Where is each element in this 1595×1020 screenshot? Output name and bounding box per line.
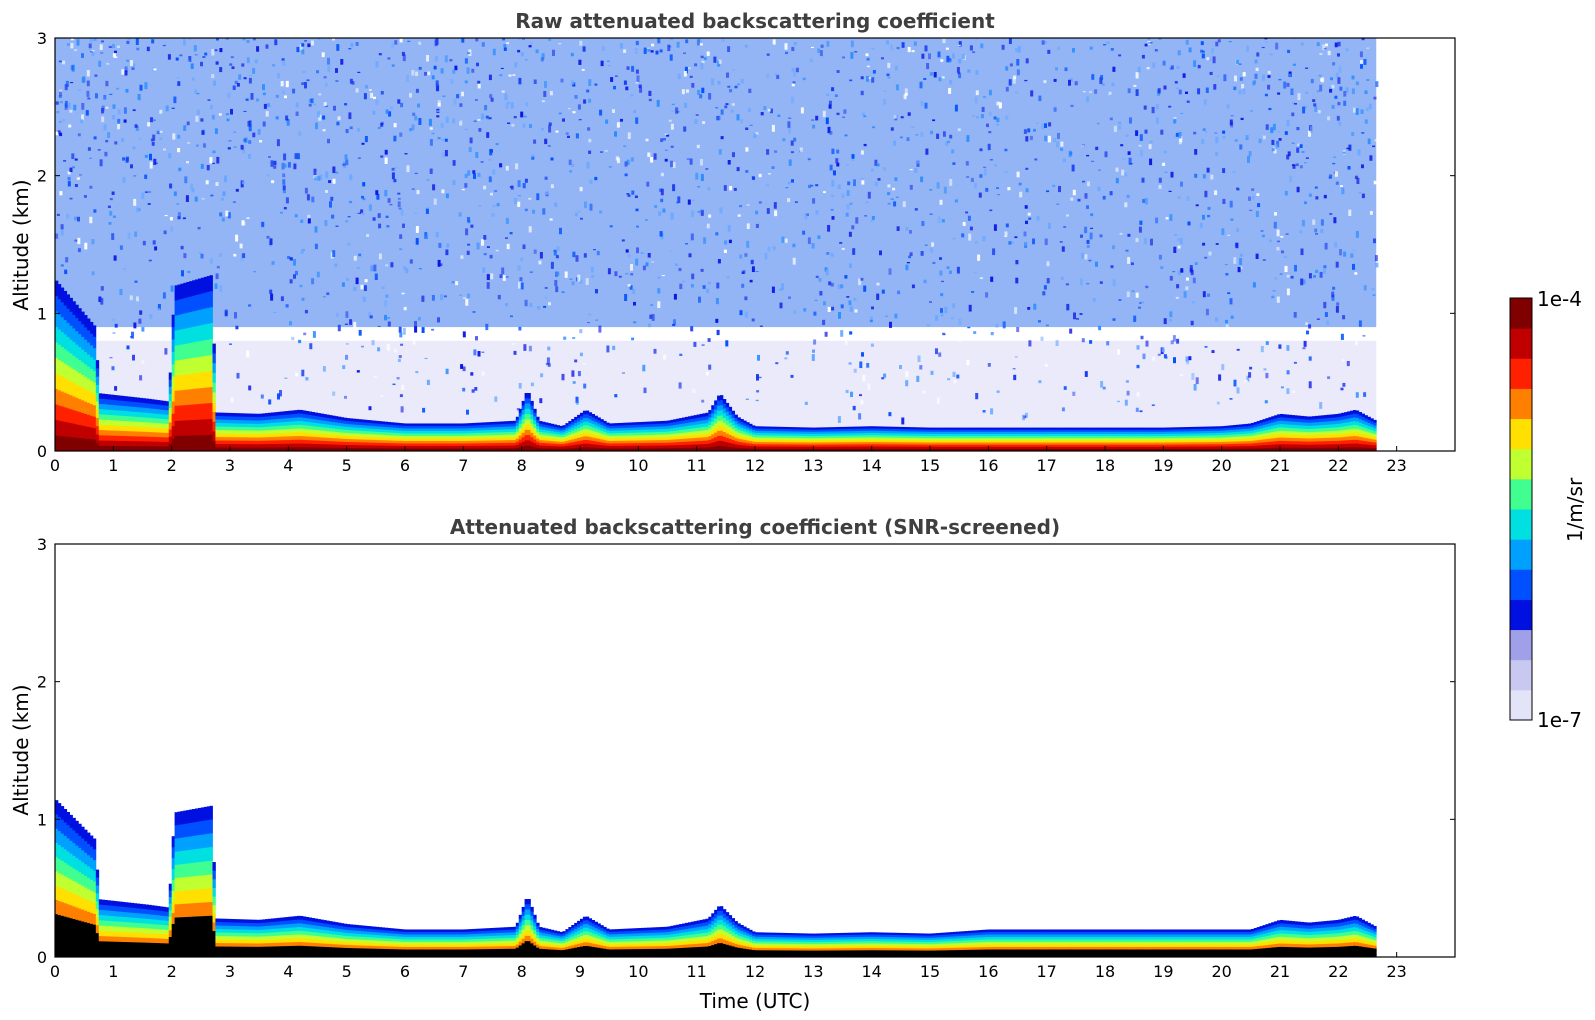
x-tick-label: 13 xyxy=(803,962,823,981)
colorbar-step xyxy=(1510,388,1532,420)
x-tick-label: 21 xyxy=(1270,456,1290,475)
colorbar-step xyxy=(1510,328,1532,359)
x-tick-label: 19 xyxy=(1153,962,1173,981)
colorbar-step xyxy=(1510,599,1532,631)
x-tick-label: 12 xyxy=(745,962,765,981)
boundary-layer-field xyxy=(55,800,1377,957)
panel-raw-y-label: Altitude (km) xyxy=(9,179,33,310)
x-tick-label: 17 xyxy=(1036,456,1056,475)
x-tick-label: 2 xyxy=(167,962,177,981)
x-tick-label: 7 xyxy=(458,456,468,475)
x-tick-label: 6 xyxy=(400,962,410,981)
x-tick-label: 7 xyxy=(458,962,468,981)
noise-field xyxy=(55,38,1377,328)
panel-raw-plot-area xyxy=(55,38,1379,451)
x-tick-label: 9 xyxy=(575,456,585,475)
x-tick-label: 22 xyxy=(1328,962,1348,981)
x-tick-label: 10 xyxy=(628,456,648,475)
panel-screened-plot-area xyxy=(55,800,1377,957)
x-tick-label: 17 xyxy=(1036,962,1056,981)
x-tick-label: 0 xyxy=(50,456,60,475)
x-tick-label: 5 xyxy=(342,962,352,981)
x-tick-label: 15 xyxy=(920,962,940,981)
y-tick-label: 2 xyxy=(37,167,47,186)
x-tick-label: 18 xyxy=(1095,962,1115,981)
colorbar-step xyxy=(1510,298,1532,329)
x-tick-label: 16 xyxy=(978,962,998,981)
x-tick-label: 22 xyxy=(1328,456,1348,475)
colorbar-gradient xyxy=(1510,298,1532,721)
y-tick-label: 0 xyxy=(37,948,47,967)
x-tick-label: 11 xyxy=(686,456,706,475)
panel-raw: Raw attenuated backscattering coefficien… xyxy=(9,9,1456,475)
colorbar-unit-label: 1/m/sr xyxy=(1563,477,1587,542)
x-tick-label: 8 xyxy=(517,962,527,981)
colorbar: 1e-4 1e-7 1/m/sr xyxy=(1509,287,1587,732)
x-tick-label: 23 xyxy=(1386,456,1406,475)
x-tick-label: 3 xyxy=(225,456,235,475)
y-tick-label: 0 xyxy=(37,442,47,461)
colorbar-step xyxy=(1510,629,1532,661)
y-tick-label: 3 xyxy=(37,535,47,554)
y-tick-label: 3 xyxy=(37,29,47,48)
colorbar-step xyxy=(1510,418,1532,450)
colorbar-step xyxy=(1510,478,1532,510)
y-tick-label: 1 xyxy=(37,304,47,323)
x-tick-label: 16 xyxy=(978,456,998,475)
panel-screened-title: Attenuated backscattering coefficient (S… xyxy=(450,515,1060,539)
x-tick-label: 1 xyxy=(108,962,118,981)
x-tick-label: 12 xyxy=(745,456,765,475)
panel-raw-title: Raw attenuated backscattering coefficien… xyxy=(515,9,995,33)
x-tick-label: 2 xyxy=(167,456,177,475)
y-tick-label: 2 xyxy=(37,673,47,692)
colorbar-step xyxy=(1510,659,1532,691)
x-tick-label: 18 xyxy=(1095,456,1115,475)
x-tick-label: 10 xyxy=(628,962,648,981)
x-tick-label: 5 xyxy=(342,456,352,475)
panel-raw-x-ticks: 0 1 2 3 4 5 6 7 8 9 10 11 12 13 14 15 16 17 18 19 20 21 22 23 xyxy=(50,446,1407,475)
panel-raw-y-ticks: 0 1 2 3 xyxy=(37,29,1455,461)
x-tick-label: 9 xyxy=(575,962,585,981)
x-axis-label: Time (UTC) xyxy=(699,989,811,1013)
x-tick-label: 3 xyxy=(225,962,235,981)
panel-screened: Attenuated backscattering coefficient (S… xyxy=(9,515,1456,1013)
x-tick-label: 15 xyxy=(920,456,940,475)
x-tick-label: 23 xyxy=(1386,962,1406,981)
x-tick-label: 0 xyxy=(50,962,60,981)
x-tick-label: 1 xyxy=(108,456,118,475)
colorbar-step xyxy=(1510,539,1532,570)
x-tick-label: 19 xyxy=(1153,456,1173,475)
noise-speckle xyxy=(55,38,1379,425)
colorbar-step xyxy=(1510,569,1532,600)
x-tick-label: 14 xyxy=(861,962,881,981)
colorbar-step xyxy=(1510,358,1532,389)
colorbar-frame xyxy=(1509,297,1533,721)
colorbar-max-label: 1e-4 xyxy=(1537,287,1582,311)
x-tick-label: 4 xyxy=(283,962,293,981)
panel-screened-frame xyxy=(54,543,1456,958)
x-tick-label: 4 xyxy=(283,456,293,475)
x-tick-label: 20 xyxy=(1211,456,1231,475)
boundary-layer-field xyxy=(55,275,1377,451)
panel-screened-y-ticks: 0 1 2 3 xyxy=(37,535,1455,967)
x-tick-label: 21 xyxy=(1270,962,1290,981)
x-tick-label: 6 xyxy=(400,456,410,475)
colorbar-step xyxy=(1510,689,1532,721)
x-tick-label: 13 xyxy=(803,456,823,475)
x-tick-label: 11 xyxy=(686,962,706,981)
x-tick-label: 8 xyxy=(517,456,527,475)
colorbar-step xyxy=(1510,509,1532,540)
panel-screened-x-ticks: 0 1 2 3 4 5 6 7 8 9 10 11 12 13 14 15 16 17 18 19 20 21 22 23 xyxy=(50,952,1407,981)
y-tick-label: 1 xyxy=(37,810,47,829)
colorbar-min-label: 1e-7 xyxy=(1537,708,1582,732)
colorbar-step xyxy=(1510,448,1532,480)
panel-screened-y-label: Altitude (km) xyxy=(9,684,33,815)
x-tick-label: 14 xyxy=(861,456,881,475)
x-tick-label: 20 xyxy=(1211,962,1231,981)
